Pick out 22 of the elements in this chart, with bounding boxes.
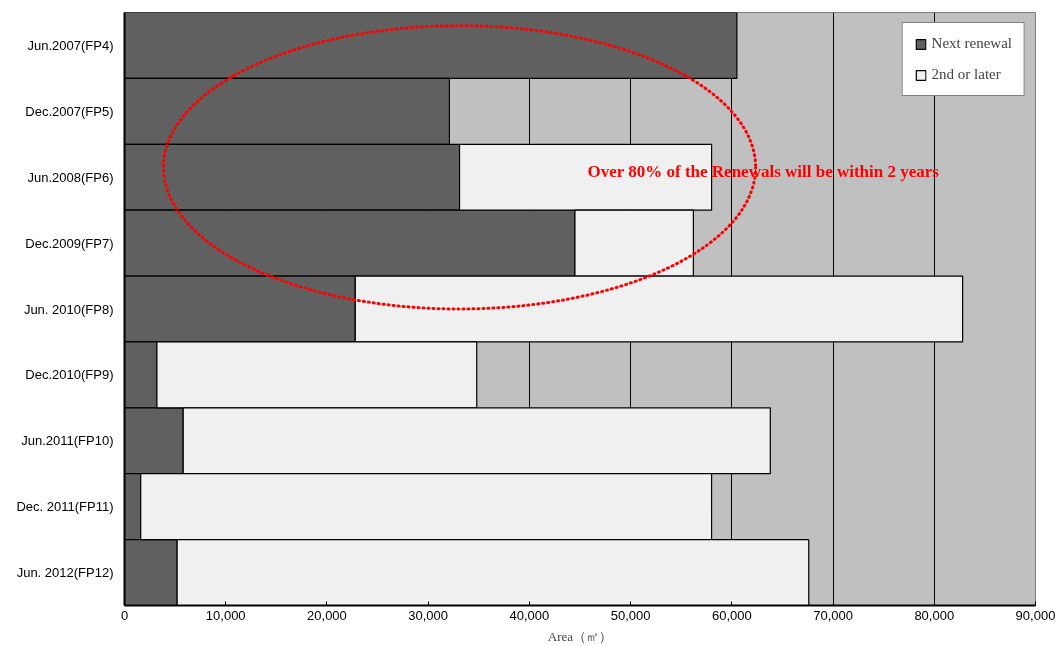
x-tick-label: 50,000 <box>610 607 651 623</box>
x-tick-label: 70,000 <box>813 607 853 623</box>
y-tick-label: Jun. 2010(FP8) <box>23 301 114 317</box>
x-tick-label: 30,000 <box>408 607 449 623</box>
x-axis-title: Area（㎡） <box>547 628 613 644</box>
y-tick-label: Jun.2011(FP10) <box>21 433 114 449</box>
x-tick-label: 0 <box>120 607 129 623</box>
y-tick-label: Jun.2007(FP4) <box>27 37 114 53</box>
y-tick-label: Dec.2009(FP7) <box>25 235 114 251</box>
y-tick-label: Dec.2010(FP9) <box>25 367 114 383</box>
y-tick-label: Jun. 2012(FP12) <box>16 565 114 581</box>
y-tick-label: Jun.2008(FP6) <box>27 169 114 185</box>
y-tick-label: Dec.2007(FP5) <box>25 103 114 119</box>
x-tick-label: 60,000 <box>711 607 752 623</box>
x-tick-label: 40,000 <box>509 607 550 623</box>
x-tick-label: 20,000 <box>307 607 347 623</box>
y-tick-label: Dec. 2011(FP11) <box>16 499 114 515</box>
legend-label: 2nd or later <box>931 66 1001 83</box>
legend-label: Next renewal <box>931 35 1012 52</box>
x-tick-label: 80,000 <box>914 607 955 623</box>
x-tick-label: 10,000 <box>205 607 246 623</box>
x-tick-label: 90,000 <box>1015 607 1056 623</box>
